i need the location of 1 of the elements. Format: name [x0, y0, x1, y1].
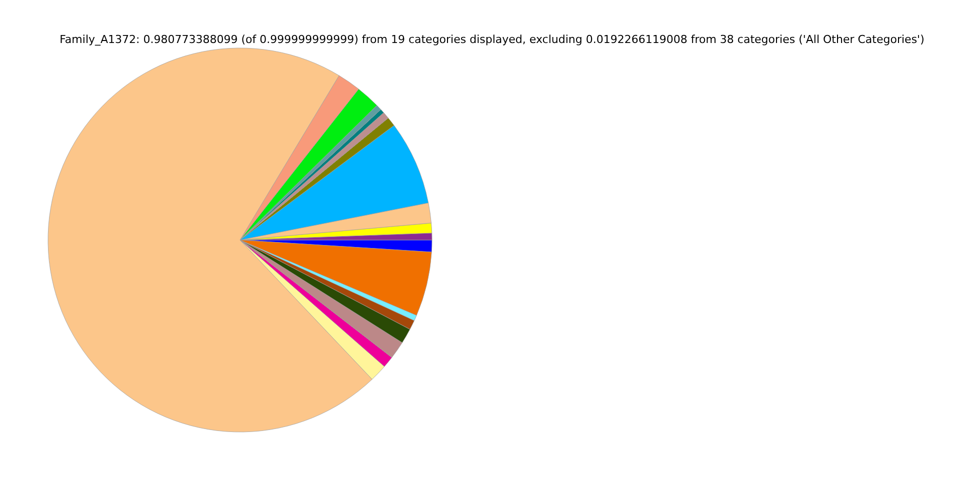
- text: Family_A1372: 0.980773388099 (of 0.999999999999) from 19 categories displayed, excluding 0.0192266119008 from 38 categories ('All Other Categories'): [60, 32, 924, 46]
